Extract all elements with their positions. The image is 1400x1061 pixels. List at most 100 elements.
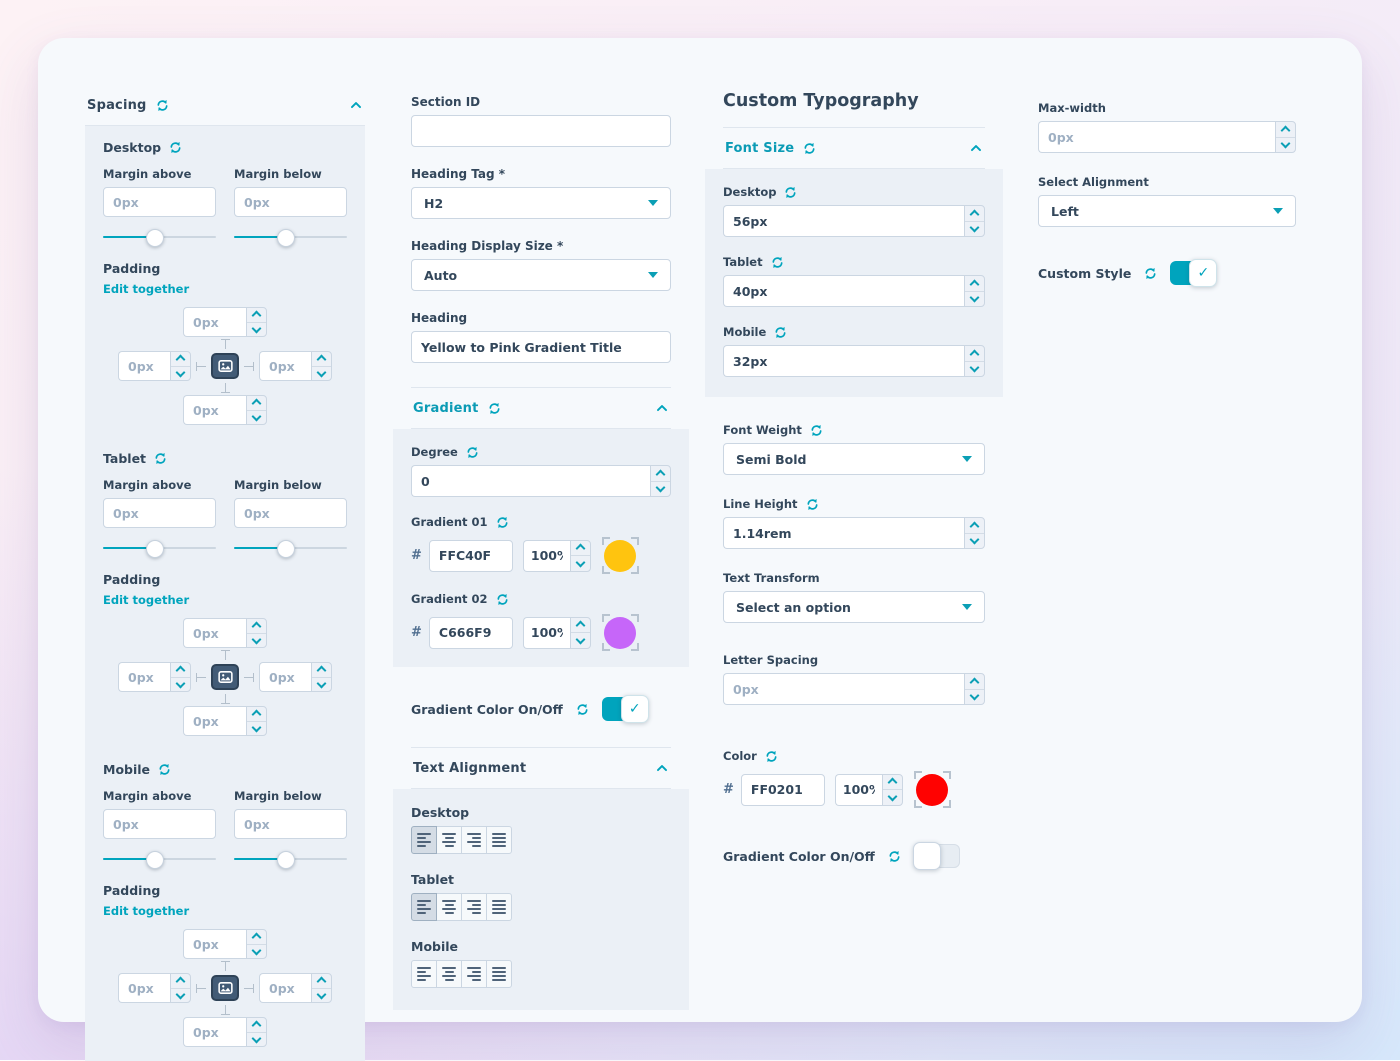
section-id-input[interactable] xyxy=(411,115,671,147)
color-opacity-input[interactable] xyxy=(834,773,882,806)
align-center-button[interactable] xyxy=(436,893,462,921)
margin-above-input[interactable] xyxy=(103,187,216,217)
sync-icon[interactable] xyxy=(774,326,787,339)
stepper-up-button[interactable] xyxy=(965,518,984,533)
stepper-down-button[interactable] xyxy=(965,360,984,377)
stepper-down-button[interactable] xyxy=(965,688,984,705)
slider-handle[interactable] xyxy=(276,540,295,558)
stepper-up-button[interactable] xyxy=(171,974,190,988)
stepper-up-button[interactable] xyxy=(312,663,331,677)
padding-right-input[interactable] xyxy=(259,973,311,1003)
stepper-up-button[interactable] xyxy=(247,619,266,633)
stepper-up-button[interactable] xyxy=(247,308,266,322)
line-height-input[interactable] xyxy=(723,517,964,549)
padding-bottom-input[interactable] xyxy=(183,706,246,736)
text-transform-select[interactable]: Select an option xyxy=(723,591,985,623)
margin-above-slider[interactable] xyxy=(103,540,216,558)
stepper-up-button[interactable] xyxy=(247,396,266,410)
padding-bottom-input[interactable] xyxy=(183,395,246,425)
stepper-down-button[interactable] xyxy=(171,365,190,381)
font-size-tablet-input[interactable] xyxy=(723,275,964,307)
slider-handle[interactable] xyxy=(145,229,164,247)
edit-together-link[interactable]: Edit together xyxy=(103,904,190,918)
sync-icon[interactable] xyxy=(803,142,816,155)
gradient-02-swatch[interactable] xyxy=(601,614,639,651)
sync-icon[interactable] xyxy=(154,452,167,465)
padding-left-input[interactable] xyxy=(118,351,170,381)
stepper-up-button[interactable] xyxy=(312,352,331,366)
stepper-down-button[interactable] xyxy=(651,480,670,497)
typography-gradient-color-toggle[interactable]: ✓ xyxy=(912,842,960,870)
align-right-button[interactable] xyxy=(461,826,487,854)
gradient-02-hex-input[interactable] xyxy=(428,616,513,649)
padding-left-input[interactable] xyxy=(118,973,170,1003)
align-center-button[interactable] xyxy=(436,826,462,854)
margin-below-input[interactable] xyxy=(234,809,347,839)
stepper-up-button[interactable] xyxy=(312,974,331,988)
align-left-button[interactable] xyxy=(411,960,437,988)
stepper-down-button[interactable] xyxy=(247,321,266,337)
padding-bottom-input[interactable] xyxy=(183,1017,246,1047)
stepper-up-button[interactable] xyxy=(571,618,590,633)
stepper-up-button[interactable] xyxy=(247,930,266,944)
stepper-up-button[interactable] xyxy=(1276,122,1295,137)
stepper-down-button[interactable] xyxy=(312,676,331,692)
stepper-down-button[interactable] xyxy=(247,632,266,648)
gradient-02-opacity-input[interactable] xyxy=(522,616,570,649)
stepper-down-button[interactable] xyxy=(171,987,190,1003)
margin-above-slider[interactable] xyxy=(103,851,216,869)
stepper-down-button[interactable] xyxy=(965,220,984,237)
margin-above-input[interactable] xyxy=(103,498,216,528)
margin-below-slider[interactable] xyxy=(234,229,347,247)
stepper-up-button[interactable] xyxy=(171,352,190,366)
align-justify-button[interactable] xyxy=(486,893,512,921)
stepper-down-button[interactable] xyxy=(1276,136,1295,153)
gradient-color-toggle[interactable]: ✓ xyxy=(601,695,649,723)
select-alignment-select[interactable]: Left xyxy=(1038,195,1296,227)
margin-below-slider[interactable] xyxy=(234,540,347,558)
align-left-button[interactable] xyxy=(411,893,437,921)
align-right-button[interactable] xyxy=(461,893,487,921)
font-weight-select[interactable]: Semi Bold xyxy=(723,443,985,475)
custom-style-toggle[interactable]: ✓ xyxy=(1170,259,1218,287)
gradient-01-swatch[interactable] xyxy=(601,537,639,574)
stepper-down-button[interactable] xyxy=(965,290,984,307)
max-width-input[interactable] xyxy=(1038,121,1275,153)
edit-together-link[interactable]: Edit together xyxy=(103,282,190,296)
stepper-down-button[interactable] xyxy=(882,789,902,805)
sync-icon[interactable] xyxy=(1144,267,1157,280)
stepper-down-button[interactable] xyxy=(312,987,331,1003)
stepper-down-button[interactable] xyxy=(247,943,266,959)
align-justify-button[interactable] xyxy=(486,960,512,988)
margin-below-input[interactable] xyxy=(234,498,347,528)
stepper-down-button[interactable] xyxy=(570,632,590,648)
stepper-up-button[interactable] xyxy=(883,775,902,790)
sync-icon[interactable] xyxy=(156,99,169,112)
font-size-mobile-input[interactable] xyxy=(723,345,964,377)
sync-icon[interactable] xyxy=(765,750,778,763)
align-left-button[interactable] xyxy=(411,826,437,854)
stepper-up-button[interactable] xyxy=(965,674,984,689)
heading-input[interactable] xyxy=(411,331,671,363)
margin-below-input[interactable] xyxy=(234,187,347,217)
gradient-01-opacity-input[interactable] xyxy=(522,539,570,572)
padding-link-icon[interactable] xyxy=(211,975,239,1001)
stepper-down-button[interactable] xyxy=(247,409,266,425)
stepper-up-button[interactable] xyxy=(171,663,190,677)
sync-icon[interactable] xyxy=(158,763,171,776)
padding-left-input[interactable] xyxy=(118,662,170,692)
stepper-up-button[interactable] xyxy=(247,707,266,721)
stepper-up-button[interactable] xyxy=(247,1018,266,1032)
align-justify-button[interactable] xyxy=(486,826,512,854)
letter-spacing-input[interactable] xyxy=(723,673,964,705)
display-size-select[interactable]: Auto xyxy=(411,259,671,291)
sync-icon[interactable] xyxy=(810,424,823,437)
sync-icon[interactable] xyxy=(488,402,501,415)
font-size-desktop-input[interactable] xyxy=(723,205,964,237)
sync-icon[interactable] xyxy=(496,516,509,529)
stepper-down-button[interactable] xyxy=(312,365,331,381)
margin-above-input[interactable] xyxy=(103,809,216,839)
padding-link-icon[interactable] xyxy=(211,664,239,690)
padding-right-input[interactable] xyxy=(259,662,311,692)
slider-handle[interactable] xyxy=(145,540,164,558)
